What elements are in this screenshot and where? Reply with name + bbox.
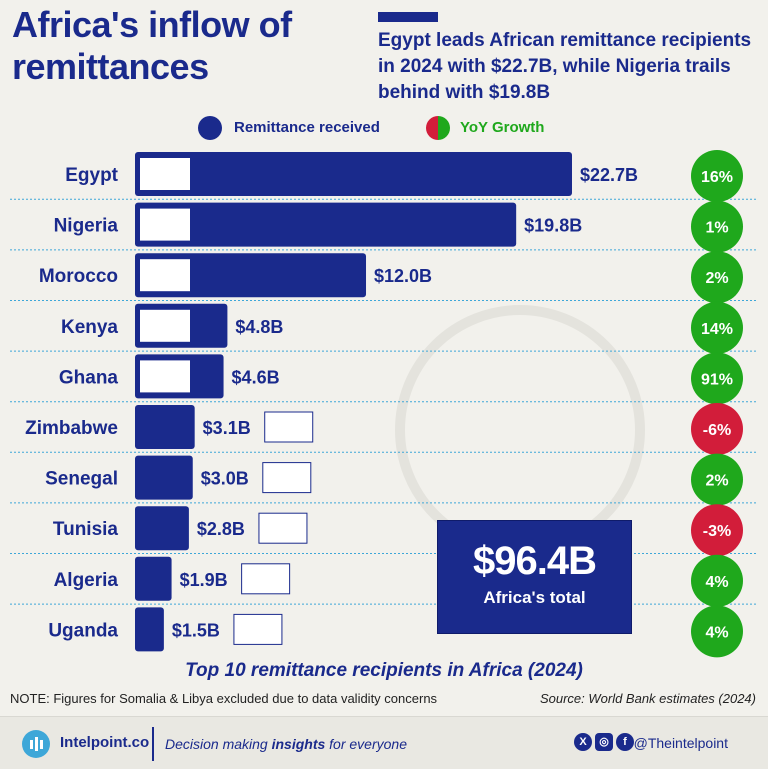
total-value: $96.4B bbox=[473, 539, 597, 583]
tagline: Decision making insights for everyone bbox=[165, 736, 407, 752]
logo-icon bbox=[22, 730, 50, 758]
value-label: $1.5B bbox=[172, 620, 220, 640]
source-text: Source: World Bank estimates (2024) bbox=[539, 691, 756, 706]
tagline-pre: Decision making bbox=[165, 736, 272, 752]
growth-label: 4% bbox=[705, 624, 728, 641]
category-label: Tunisia bbox=[53, 519, 119, 540]
value-label: $1.9B bbox=[180, 570, 228, 590]
flag-icon bbox=[140, 208, 190, 241]
flag-icon bbox=[140, 259, 190, 292]
growth-label: 91% bbox=[701, 371, 733, 388]
total-label: Africa's total bbox=[483, 588, 586, 607]
growth-badge bbox=[691, 554, 743, 607]
bar bbox=[135, 202, 517, 247]
growth-badge bbox=[691, 200, 743, 253]
growth-badge bbox=[691, 301, 743, 354]
flag-icon bbox=[233, 613, 283, 645]
flag-icon bbox=[241, 563, 291, 595]
subtitle-accent-bar bbox=[378, 12, 438, 22]
subtitle: Egypt leads African remittance recipient… bbox=[378, 30, 752, 103]
flag-icon bbox=[264, 411, 314, 443]
flag-icon bbox=[140, 309, 190, 342]
category-label: Uganda bbox=[48, 620, 118, 641]
bar bbox=[135, 506, 189, 551]
growth-badge bbox=[691, 403, 743, 455]
growth-badge bbox=[691, 504, 743, 557]
value-label: $3.1B bbox=[203, 418, 251, 438]
legend-remittance-swatch bbox=[198, 116, 222, 140]
legend: Remittance received YoY Growth bbox=[0, 116, 768, 140]
flag-icon bbox=[140, 360, 190, 393]
growth-badge bbox=[691, 251, 743, 304]
category-label: Ghana bbox=[59, 367, 119, 388]
growth-badge bbox=[691, 150, 743, 202]
chart-title: Top 10 remittance recipients in Africa (… bbox=[185, 660, 583, 681]
bar-chart: Egypt $22.7B 16% Nigeria $19.8B 1% Morocco $12.… bbox=[10, 150, 758, 658]
watermark-globe-icon bbox=[395, 305, 645, 555]
bar bbox=[135, 455, 193, 500]
note-text: NOTE: Figures for Somalia & Libya exclud… bbox=[10, 691, 438, 706]
value-label: $3.0B bbox=[201, 469, 249, 489]
facebook-icon[interactable]: f bbox=[616, 733, 634, 751]
value-label: $19.8B bbox=[524, 216, 582, 236]
x-icon[interactable]: X bbox=[574, 733, 592, 751]
value-label: $4.6B bbox=[232, 367, 280, 387]
value-label: $12.0B bbox=[374, 266, 432, 286]
growth-label: 1% bbox=[705, 220, 728, 237]
social-handle[interactable]: @Theintelpoint bbox=[633, 735, 728, 751]
category-label: Kenya bbox=[61, 317, 118, 338]
growth-badge bbox=[691, 352, 743, 405]
category-label: Morocco bbox=[39, 266, 118, 287]
category-label: Nigeria bbox=[54, 216, 119, 237]
tagline-post: for everyone bbox=[325, 736, 407, 752]
tagline-bold: insights bbox=[271, 736, 326, 752]
total-box: $96.4B Africa's total bbox=[438, 521, 631, 633]
page-title: Africa's inflow of remittances bbox=[12, 4, 292, 87]
legend-growth-label: YoY Growth bbox=[460, 119, 545, 136]
flag-icon bbox=[140, 158, 190, 190]
bar bbox=[135, 556, 172, 601]
value-label: $4.8B bbox=[235, 317, 283, 337]
growth-label: -3% bbox=[703, 523, 731, 540]
growth-label: 14% bbox=[701, 321, 733, 338]
category-label: Zimbabwe bbox=[25, 418, 118, 439]
category-label: Senegal bbox=[45, 469, 118, 490]
growth-label: 16% bbox=[701, 169, 733, 186]
growth-badge bbox=[691, 605, 743, 658]
bar bbox=[135, 253, 367, 298]
category-label: Egypt bbox=[65, 165, 118, 186]
growth-label: 4% bbox=[705, 574, 728, 591]
legend-growth-swatch bbox=[426, 116, 450, 140]
footer-divider bbox=[152, 727, 154, 761]
bar bbox=[135, 607, 164, 652]
flag-icon bbox=[262, 462, 312, 494]
footer: Intelpoint.co Decision making insights f… bbox=[0, 716, 768, 769]
growth-label: -6% bbox=[703, 422, 731, 439]
instagram-icon[interactable]: ◎ bbox=[595, 733, 613, 751]
growth-badge bbox=[691, 453, 743, 506]
category-label: Algeria bbox=[54, 570, 119, 591]
value-label: $2.8B bbox=[197, 519, 245, 539]
brand-name[interactable]: Intelpoint.co bbox=[60, 734, 150, 751]
flag-icon bbox=[258, 512, 308, 544]
growth-label: 2% bbox=[705, 473, 728, 490]
value-label: $22.7B bbox=[580, 165, 638, 185]
bar bbox=[135, 405, 195, 449]
growth-label: 2% bbox=[705, 270, 728, 287]
legend-remittance-label: Remittance received bbox=[234, 119, 380, 136]
bar bbox=[135, 152, 572, 196]
